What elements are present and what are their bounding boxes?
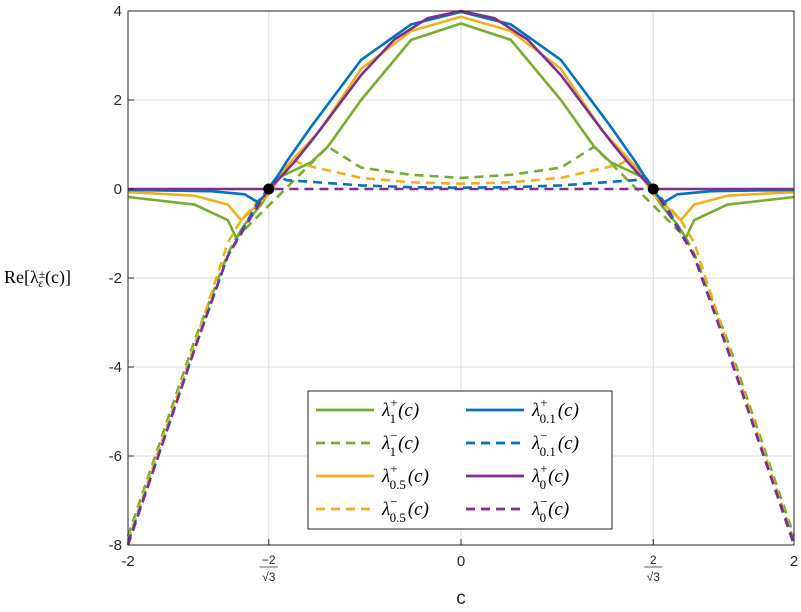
x-tick-label: 2 [790, 553, 798, 570]
series-line-1 [126, 145, 796, 537]
legend-entry-6: λ− 0.5 (c) [381, 494, 429, 525]
y-tick-label: 2 [114, 92, 122, 109]
legend-entry-4: λ+ 0.5 (c) [381, 461, 429, 492]
legend-entry-2: λ− 1 (c) [381, 428, 419, 459]
legend-entry-3: λ− 0.1 (c) [531, 428, 579, 459]
marker-layer [263, 183, 659, 195]
legend-entry-5: λ+ 0 (c) [531, 461, 569, 492]
y-tick-label: -2 [109, 270, 122, 287]
y-tick-label: -6 [109, 448, 122, 465]
y-tick-label: -4 [109, 359, 122, 376]
critical-point-marker-0 [263, 183, 275, 195]
critical-point-marker-1 [647, 183, 659, 195]
y-tick-label: 4 [114, 3, 122, 20]
series-line-3 [126, 158, 796, 542]
x-tick-numerator: 2 [650, 553, 657, 567]
x-tick-denominator: √3 [647, 570, 661, 584]
legend-entry-7: λ− 0 (c) [531, 494, 569, 525]
y-tick-label: 0 [114, 181, 122, 198]
axis-ticks: -2 −2 √3 0 2 √3 2 4 2 0 -2 -4 -6 -8 [109, 3, 799, 584]
x-tick-numerator: −2 [262, 553, 276, 567]
series-line-7 [126, 187, 796, 546]
x-tick-label: -2 [121, 553, 134, 570]
y-tick-label: -8 [109, 537, 122, 554]
x-tick-label: 0 [457, 553, 465, 570]
legend-entry-1: λ+ 0.1 (c) [531, 395, 579, 426]
legend-box [307, 390, 613, 530]
x-tick-denominator: √3 [262, 570, 276, 584]
y-axis-label: Re[λ± ε (c)] [4, 267, 71, 290]
legend: λ+ 1 (c) λ+ 0.1 (c) λ− 1 (c) λ− 0.1 (c) λ+ 0.5 (c) λ+ 0(… [307, 390, 613, 530]
legend-entry-0: λ+ 1 (c) [381, 395, 419, 426]
x-axis-label: c [456, 588, 466, 609]
